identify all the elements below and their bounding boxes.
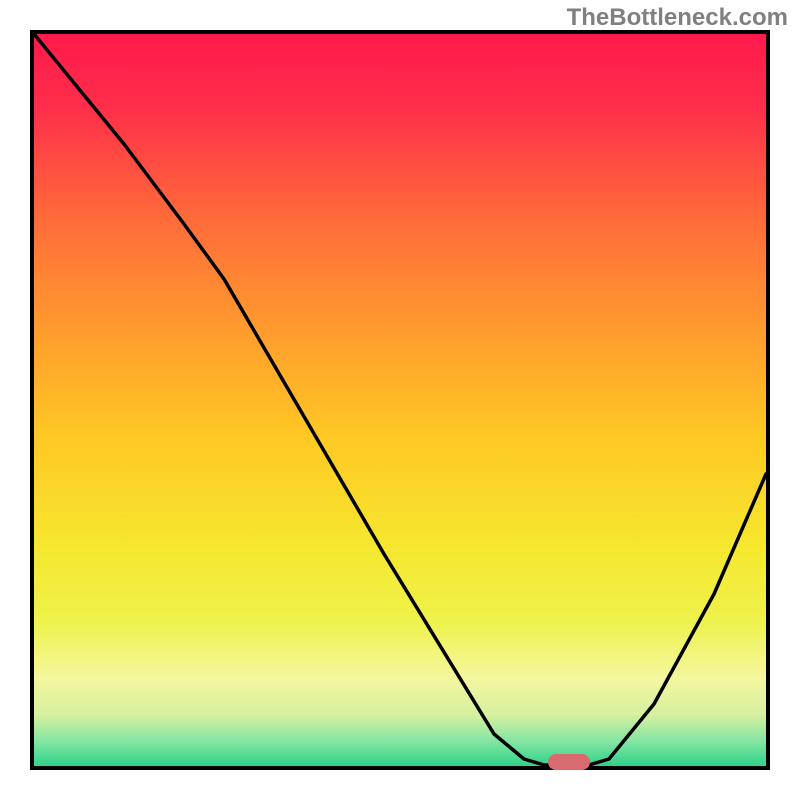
chart-container: TheBottleneck.com [0,0,800,800]
watermark-text: TheBottleneck.com [567,4,788,32]
plot-area [34,34,766,766]
gradient-background [34,34,766,766]
optimal-marker [548,754,590,770]
plot-frame [30,30,770,770]
gradient-and-curve-svg [34,34,766,766]
